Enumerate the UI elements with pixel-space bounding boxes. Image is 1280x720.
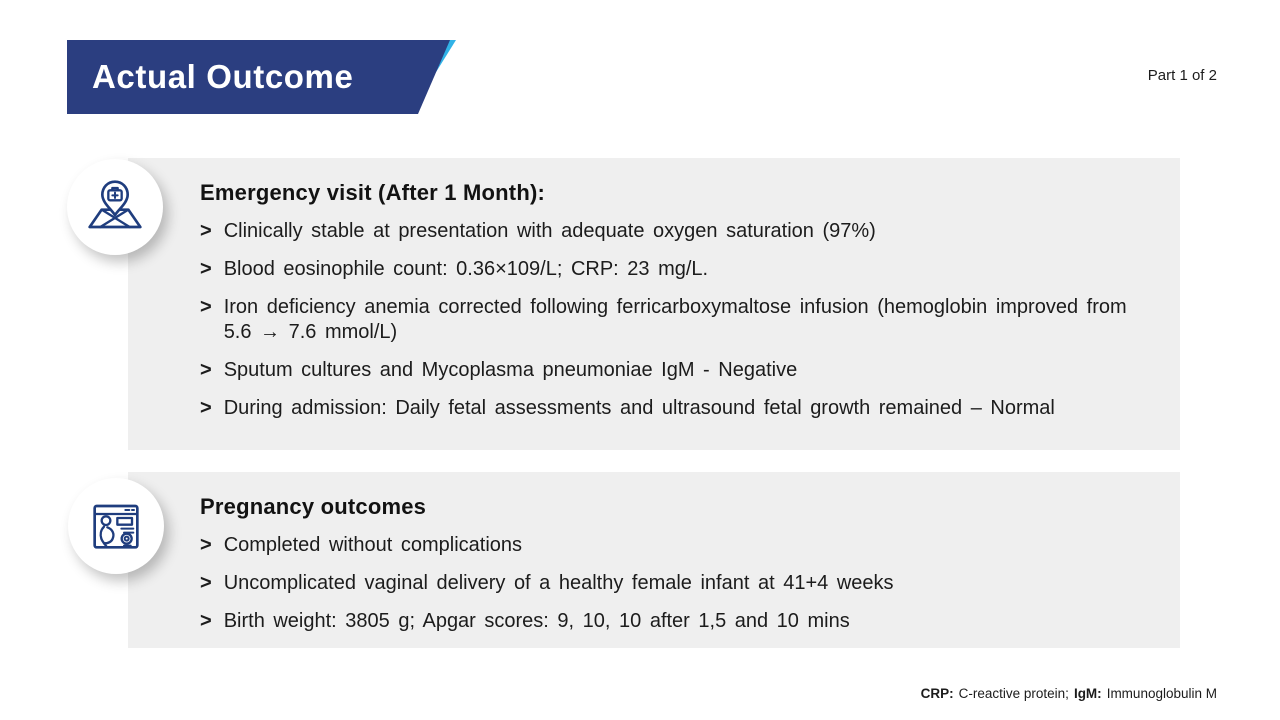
bullet-text: Birth weight: 3805 g; Apgar scores: 9, 1… [223,610,850,632]
bullet-text: Blood eosinophile count: 0.36×109/L; CRP… [223,258,709,280]
bullet-item: > Completed without complications [200,533,1132,558]
section-pregnancy-outcomes: Pregnancy outcomes > Completed without c… [128,472,1180,648]
bullet-item: > Sputum cultures and Mycoplasma pneumon… [200,358,1132,383]
bullet-text: Completed without complications [223,534,523,556]
bullet-text: During admission: Daily fetal assessment… [223,397,1055,419]
bullet-marker: > [200,610,212,632]
bullet-marker: > [200,258,212,280]
part-indicator: Part 1 of 2 [1147,67,1217,84]
emergency-location-icon [88,180,142,229]
bullet-marker: > [200,220,212,242]
bullet-marker: > [200,397,212,419]
section-emergency-visit: Emergency visit (After 1 Month): > Clini… [128,158,1180,450]
section-heading: Pregnancy outcomes [200,494,427,519]
pregnancy-record-icon [93,504,139,549]
bullet-text: Clinically stable at presentation with a… [223,220,876,242]
bullet-marker: > [200,572,212,594]
emergency-location-icon-badge [67,159,163,255]
bullet-list: > Clinically stable at presentation with… [200,219,1180,421]
section-heading: Emergency visit (After 1 Month): [200,180,546,205]
bullet-text: Iron deficiency anemia corrected followi… [223,296,1127,343]
bullet-marker: > [200,359,212,381]
page-title: Actual Outcome [92,58,354,95]
bullet-list: > Completed without complications > Unco… [200,533,1180,634]
bullet-item: > Birth weight: 3805 g; Apgar scores: 9,… [200,609,1132,634]
bullet-marker: > [200,296,212,318]
footnote-definition: C-reactive protein; [958,686,1069,701]
abbreviation-footnote: CRP: C-reactive protein; IgM: Immunoglob… [921,686,1217,701]
footnote-abbr: IgM: [1073,686,1102,701]
footnote-definition: Immunoglobulin M [1106,686,1217,701]
bullet-text: Uncomplicated vaginal delivery of a heal… [223,572,894,594]
bullet-item: > Blood eosinophile count: 0.36×109/L; C… [200,257,1132,282]
pregnancy-record-icon-badge [68,478,164,574]
bullet-item: > Iron deficiency anemia corrected follo… [200,295,1132,345]
bullet-item: > Clinically stable at presentation with… [200,219,1132,244]
bullet-marker: > [200,534,212,556]
bullet-text: Sputum cultures and Mycoplasma pneumonia… [223,359,798,381]
bullet-item: > Uncomplicated vaginal delivery of a he… [200,571,1132,596]
title-banner: Actual Outcome [67,40,450,114]
bullet-item: > During admission: Daily fetal assessme… [200,396,1132,421]
footnote-abbr: CRP: [920,686,954,701]
